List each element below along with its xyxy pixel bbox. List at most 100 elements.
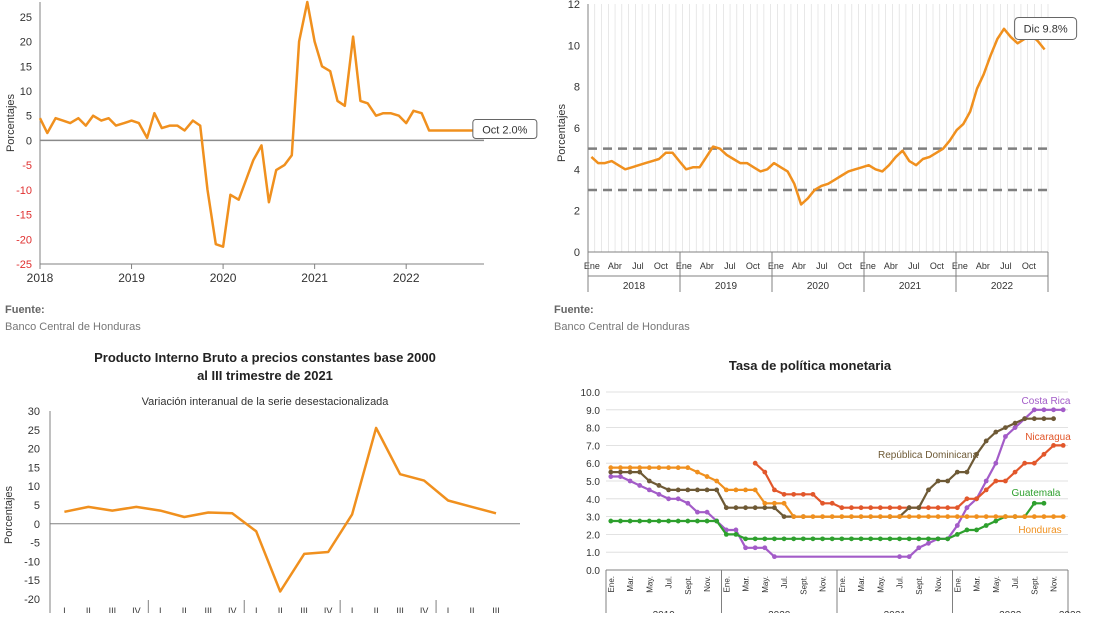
series-marker [618, 474, 623, 479]
series-marker [983, 487, 989, 493]
y-tick-label: -20 [24, 594, 40, 606]
series-marker [926, 536, 931, 542]
month-tick-label: Ene. [722, 576, 731, 592]
y-tick-label: 9.0 [586, 406, 600, 417]
series-marker [983, 438, 989, 444]
series-marker [1041, 416, 1047, 422]
series-marker [906, 505, 912, 511]
series-marker [685, 487, 691, 493]
series-marker [906, 536, 912, 542]
x-tick-label: 2019 [118, 271, 145, 285]
series-marker [1022, 514, 1028, 519]
series-marker [954, 514, 960, 519]
series-marker [964, 527, 970, 533]
series-marker [743, 536, 748, 542]
y-tick-label: 1.0 [586, 548, 600, 559]
series-marker [964, 496, 970, 502]
month-tick-label: Oct [930, 261, 945, 271]
series-marker [781, 500, 787, 506]
series-marker [752, 505, 758, 511]
series-marker [829, 514, 835, 519]
series-marker [839, 505, 845, 511]
y-axis-label: Porcentajes [556, 103, 568, 162]
series-marker [887, 536, 893, 542]
month-tick-label: Ene [952, 261, 968, 271]
month-tick-label: Ene [768, 261, 784, 271]
x-tick-label: 2021 [301, 271, 328, 285]
series-marker [935, 505, 941, 511]
series-marker [714, 487, 720, 493]
y-tick-label: 2 [574, 206, 580, 218]
chart-panel-3: 30 25 20 15 10 5 0 -5 -10 -15 -20 Porcentajes I II III… [0, 404, 540, 616]
y-tick-label: 10 [568, 40, 580, 52]
series-marker [675, 518, 681, 524]
series-marker [829, 500, 835, 506]
series-marker [772, 487, 777, 493]
annotation-label: Dic 9.8% [1024, 23, 1068, 35]
y-tick-label: 2.0 [586, 530, 600, 541]
y-tick-label: 12 [568, 0, 580, 11]
series-marker [926, 540, 931, 546]
month-tick-label: Oct [838, 261, 853, 271]
y-tick-label: 4 [574, 164, 580, 176]
series-marker [954, 523, 960, 528]
series-marker [695, 487, 700, 493]
series-marker [675, 465, 681, 471]
month-tick-label: Ene [676, 261, 692, 271]
series-marker [1041, 407, 1047, 413]
series-marker [733, 487, 739, 493]
series-marker [820, 500, 825, 506]
series-marker [743, 505, 748, 511]
month-tick-label: Ene [860, 261, 876, 271]
series-marker [781, 491, 787, 497]
annotation-box [472, 119, 538, 140]
series-marker [993, 514, 999, 519]
series-marker [762, 505, 768, 511]
x-tick-label: 2018 [27, 271, 54, 285]
series-marker [1060, 514, 1066, 519]
month-tick-label: Mar. [973, 576, 982, 592]
series-marker [974, 527, 979, 533]
source-value-2: Banco Central de Honduras [554, 321, 690, 333]
series-marker [916, 505, 922, 511]
series-marker [1003, 425, 1008, 430]
series-marker [714, 518, 720, 524]
month-tick-label: Mar. [742, 576, 751, 592]
month-tick-label: Nov. [1050, 576, 1059, 592]
series-marker [897, 536, 902, 542]
y-tick-label: 7.0 [586, 441, 600, 452]
series-marker [714, 478, 720, 484]
series-marker [945, 536, 951, 542]
quarter-tick-label: I [447, 606, 450, 613]
month-tick-label: Nov. [703, 576, 712, 592]
series-marker [752, 545, 758, 551]
series-marker [1051, 416, 1056, 422]
series-marker [675, 496, 681, 502]
series-marker [1051, 514, 1056, 519]
series-marker [666, 465, 671, 471]
series-marker [752, 460, 758, 466]
series-marker [791, 514, 797, 519]
series-marker [791, 536, 797, 542]
series-marker [897, 554, 902, 560]
series-marker [1041, 500, 1047, 506]
y-tick-label: 10 [20, 86, 32, 98]
series-marker [618, 469, 623, 475]
month-tick-label: Mar. [857, 576, 866, 592]
series-marker [704, 474, 710, 479]
chart-panel-1: 25 20 15 10 5 0 -5 -10 -15 -20 -25 2018 2019 2020 2021… [0, 0, 550, 300]
series-marker [733, 527, 739, 533]
series-marker [1031, 416, 1037, 422]
month-tick-label: Sept. [799, 576, 808, 595]
month-tick-label: Jul [632, 261, 644, 271]
month-tick-label: Sept. [684, 576, 693, 595]
series-marker [916, 536, 922, 542]
month-tick-label: Mar. [626, 576, 635, 592]
annotation-box [1014, 16, 1078, 40]
series-label: República Dominicana [878, 450, 978, 461]
month-tick-label: Jul. [665, 576, 674, 588]
series-marker [762, 469, 768, 475]
chart-panel-2: 0 2 4 6 8 10 12 Porcentajes Ene Abr Jul Oct 2018 Ene A… [552, 0, 1108, 300]
